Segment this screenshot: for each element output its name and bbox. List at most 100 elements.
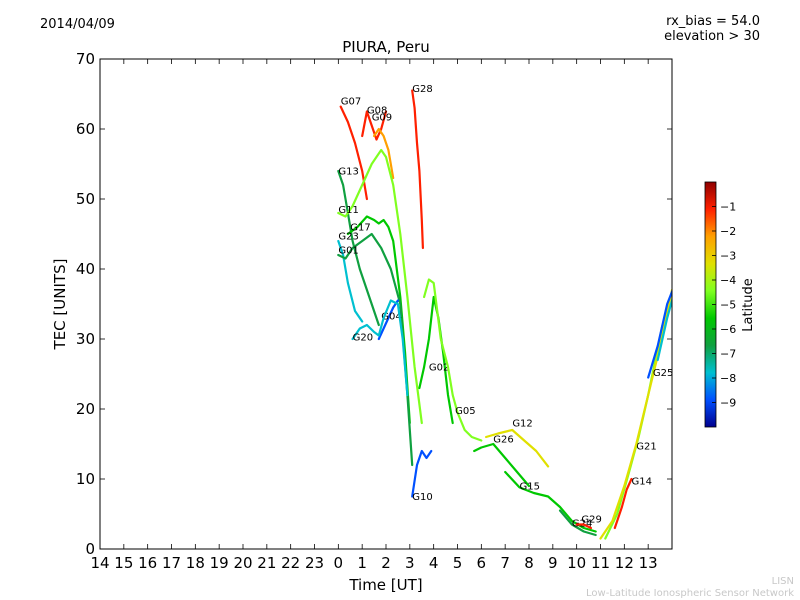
y-tick-label: 70 [76,50,95,68]
x-tick-label: 3 [405,554,415,572]
x-tick-label: 6 [477,554,487,572]
credit: LISN Low-Latitude Ionospheric Sensor Net… [586,576,794,600]
x-tick-label: 8 [524,554,534,572]
satellite-track-g04 [377,299,399,341]
satellite-track-g15 [504,470,597,533]
x-tick-label: 12 [615,554,634,572]
satellite-label-g07: G07 [341,97,361,108]
x-tick-label: 14 [90,554,109,572]
x-tick-label: 5 [453,554,463,572]
satellite-track-g20 [351,299,409,397]
satellite-label-g04: G04 [381,311,401,322]
colorbar-tick-label: −7 [720,348,736,361]
x-tick-label: 18 [186,554,205,572]
x-tick-label: 20 [233,554,252,572]
satellite-track-g12 [485,428,550,468]
x-tick-label: 9 [548,554,558,572]
satellite-track-g29 [575,523,593,530]
x-tick-label: 17 [162,554,181,572]
satellite-label-g23: G23 [338,232,358,243]
x-tick-label: 11 [591,554,610,572]
satellite-label-g10: G10 [412,492,432,503]
satellite-label-g21: G21 [636,442,656,453]
y-tick-label: 20 [76,400,95,418]
y-axis-label: TEC [UNITS] [51,259,69,351]
x-tick-label: 21 [257,554,276,572]
x-tick-label: 0 [334,554,344,572]
satellite-label-g05: G05 [455,406,475,417]
satellite-label-g18: G18 [682,276,702,287]
colorbar-label: Latitude [741,278,756,332]
x-tick-label: 16 [138,554,157,572]
satellite-track-g08 [361,110,388,141]
y-tick-label: 10 [76,470,95,488]
colorbar-tick-label: −3 [720,250,736,263]
x-tick-label: 2 [381,554,391,572]
x-tick-label: 22 [281,554,300,572]
credit-short: LISN [771,576,794,587]
x-tick-label: 23 [305,554,324,572]
credit-long: Low-Latitude Ionospheric Sensor Network [586,588,794,599]
satellite-label-g26: G26 [493,435,513,446]
x-tick-label: 7 [500,554,510,572]
satellite-track-g26 [473,442,531,488]
satellite-track-g05 [423,278,483,442]
colorbar-tick-label: −5 [720,299,736,312]
x-axis-label: Time [UT] [348,576,422,594]
colorbar-ticks: −1 −2 −3 −4 −5 −6 −7 −8 −9 [712,201,736,410]
plot-frame [99,58,673,550]
date-label: 2014/04/09 [40,17,115,32]
satellite-label-g17: G17 [350,223,370,234]
satellite-label-g12: G12 [512,419,532,430]
x-tick-label: 15 [114,554,133,572]
rx-bias-label: rx_bias = 54.0 [666,14,760,29]
x-tick-label: 13 [639,554,658,572]
satellite-track-g02 [418,295,454,425]
elevation-label: elevation > 30 [664,29,760,44]
satellite-track-g11 [337,148,423,425]
colorbar-tick-label: −4 [720,274,736,287]
satellite-track-g09 [373,127,395,180]
y-axis-ticks: 0 10 20 30 40 50 60 70 [76,50,672,558]
satellite-track-g14 [613,477,633,530]
colorbar-tick-label: −2 [720,225,736,238]
satellite-label-g01: G01 [338,246,358,257]
satellite-label-g14: G14 [631,477,651,488]
satellite-label-g02: G02 [429,363,449,374]
satellite-label-g28: G28 [412,84,432,95]
colorbar-tick-label: −8 [720,372,736,385]
x-tick-label: 1 [357,554,367,572]
satellite-track-g31 [647,288,672,379]
satellite-label-g13: G13 [338,167,358,178]
satellite-track-g23 [337,239,364,323]
satellite-label-g09: G09 [372,113,392,124]
satellite-label-g20: G20 [353,332,373,343]
x-tick-label: 19 [210,554,229,572]
y-tick-label: 30 [76,330,95,348]
colorbar-tick-label: −6 [720,323,736,336]
satellite-label-g08: G08 [367,106,387,117]
satellite-label-g15: G15 [519,482,539,493]
satellite-track-g01 [337,232,414,467]
receiver-info: rx_bias = 54.0 elevation > 30 [664,14,760,44]
satellite-label-g29: G29 [581,514,601,525]
x-axis-ticks: 14 15 16 17 18 19 20 21 22 23 0 1 2 3 4 5 6 7 8 9 10 11 12 13 [90,59,658,572]
satellite-track-g18 [656,296,672,362]
satellite-label-g31: G31 [682,287,702,298]
satellite-label-g11: G11 [338,205,358,216]
y-tick-label: 50 [76,190,95,208]
x-tick-label: 10 [567,554,586,572]
y-tick-label: 60 [76,120,95,138]
chart-title: PIURA, Peru [342,38,429,56]
satellite-track-g10 [411,449,433,498]
satellite-track-g24 [558,509,597,537]
satellite-track-g13 [337,169,380,327]
satellite-label-g25: G25 [653,368,673,379]
y-tick-label: 40 [76,260,95,278]
y-tick-label: 0 [85,540,95,558]
colorbar-tick-label: −9 [720,397,736,410]
colorbar-tick-label: −1 [720,201,736,214]
x-tick-label: 4 [429,554,439,572]
